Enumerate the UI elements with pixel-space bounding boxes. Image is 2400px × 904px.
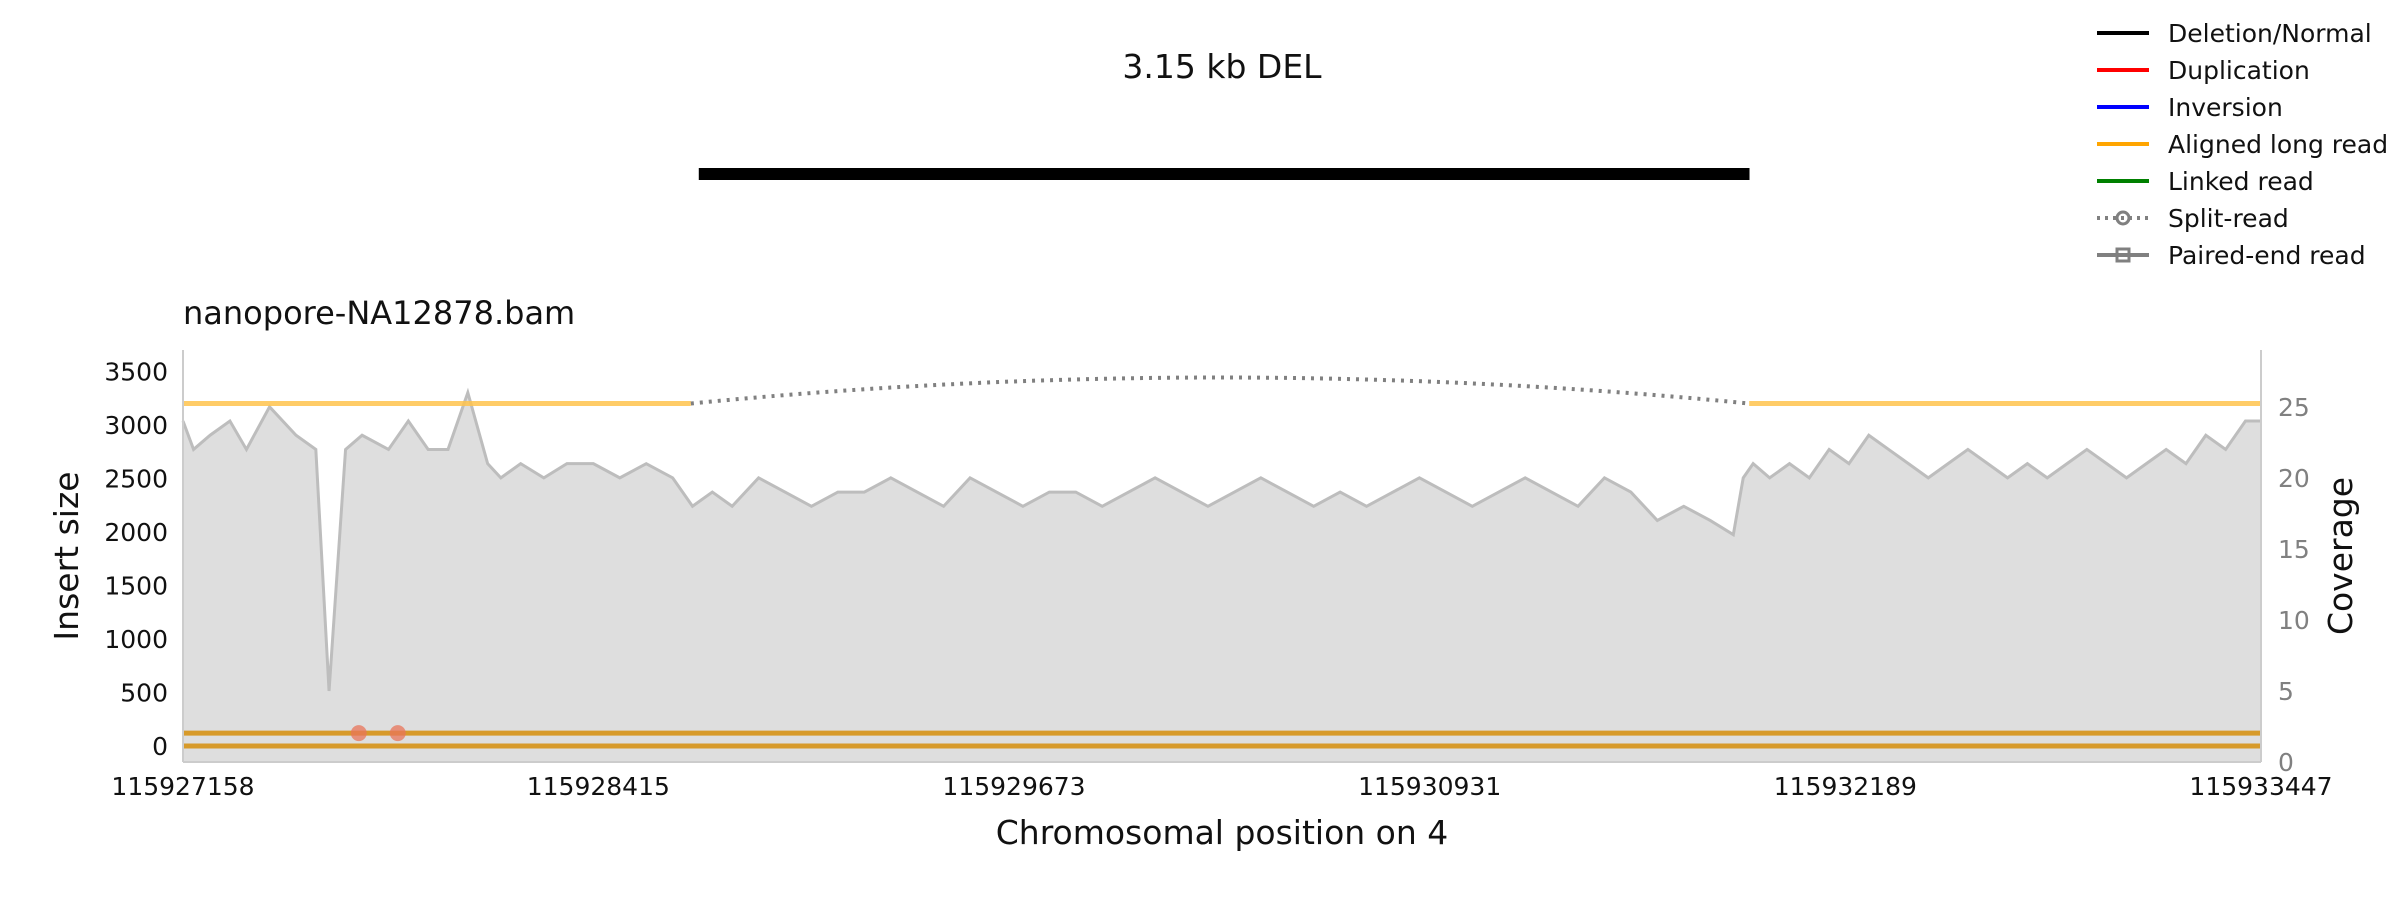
y-right-tick-label: 5: [2278, 677, 2294, 706]
y-right-tick-label: 10: [2278, 606, 2310, 635]
legend-entry: Linked read: [2097, 167, 2314, 196]
x-tick-label: 115932189: [1774, 772, 1917, 801]
y-axis-label-right: Coverage: [2321, 477, 2360, 635]
alignment-track: [183, 375, 2261, 749]
legend-label: Aligned long read: [2168, 130, 2388, 159]
coverage-line: [181, 387, 2261, 692]
split-read-arc: [690, 375, 1750, 406]
legend-entry: Duplication: [2097, 56, 2310, 85]
x-tick-label: 115928415: [527, 772, 670, 801]
y-left-tick-label: 500: [120, 678, 168, 707]
y-left-tick-label: 0: [152, 732, 168, 761]
x-tick-label: 115933447: [2189, 772, 2332, 801]
legend: Deletion/Normal Duplication Inversion Align…: [2097, 19, 2388, 270]
y-right-tick-label: 20: [2278, 464, 2310, 493]
red-point: [350, 725, 367, 742]
legend-label: Split-read: [2168, 204, 2289, 233]
legend-entry: Aligned long read: [2097, 130, 2388, 159]
legend-label: Paired-end read: [2168, 241, 2366, 270]
coverage-track: [181, 387, 2261, 762]
y-right-tick-label: 15: [2278, 535, 2310, 564]
y-left-tick-label: 2000: [104, 518, 168, 547]
x-tick-label: 115929673: [942, 772, 1085, 801]
axes: 115927158 115928415 115929673 115930931 1159…: [104, 350, 2333, 801]
track-title: nanopore-NA12878.bam: [183, 294, 575, 332]
y-left-tick-label: 2500: [104, 464, 168, 493]
y-right-tick-label: 25: [2278, 393, 2310, 422]
legend-label: Linked read: [2168, 167, 2314, 196]
chart-title: 3.15 kb DEL: [1122, 47, 1322, 86]
legend-marker: [2115, 210, 2131, 226]
legend-label: Duplication: [2168, 56, 2310, 85]
y-axis-label-left: Insert size: [47, 471, 86, 640]
legend-entry: Split-read: [2097, 204, 2289, 233]
coverage-area: [183, 392, 2261, 762]
legend-label: Inversion: [2168, 93, 2283, 122]
red-point: [389, 725, 406, 742]
y-left-tick-label: 3000: [104, 411, 168, 440]
x-tick-label: 115927158: [111, 772, 254, 801]
y-left-tick-label: 1500: [104, 571, 168, 600]
x-tick-label: 115930931: [1358, 772, 1501, 801]
y-right-tick-label: 0: [2278, 748, 2294, 777]
legend-entry: Inversion: [2097, 93, 2283, 122]
x-axis-label: Chromosomal position on 4: [996, 813, 1449, 852]
legend-label: Deletion/Normal: [2168, 19, 2372, 48]
legend-entry: Paired-end read: [2097, 241, 2366, 270]
legend-entry: Deletion/Normal: [2097, 19, 2372, 48]
y-left-tick-label: 1000: [104, 625, 168, 654]
legend-marker: [2115, 247, 2131, 263]
y-left-tick-label: 3500: [104, 357, 168, 386]
